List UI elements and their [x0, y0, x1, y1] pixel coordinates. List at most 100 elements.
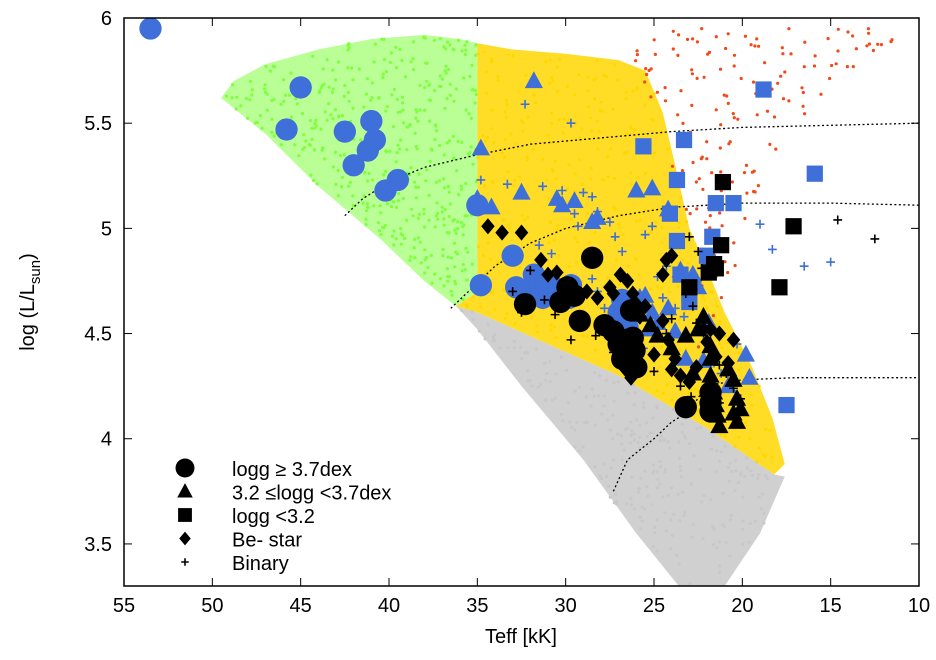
region-green-dot — [391, 125, 396, 129]
region-red-dot — [763, 61, 767, 65]
region-green-dot — [399, 110, 403, 114]
region-red-dot — [653, 52, 658, 57]
blue-plus-marker — [570, 209, 579, 219]
black-plus-marker — [711, 406, 721, 416]
region-red-dot — [749, 43, 753, 47]
region-yellow-dot — [589, 129, 594, 133]
region-green-dot — [468, 74, 472, 79]
region-green-dot — [389, 205, 394, 209]
region-green-dot — [357, 67, 361, 71]
region-green-dot — [424, 255, 428, 260]
region-yellow-dot — [556, 89, 560, 94]
region-yellow-dot — [489, 257, 493, 262]
region-green-dot — [456, 226, 460, 230]
region-grey-dot — [663, 468, 668, 472]
region-green-dot — [302, 133, 306, 137]
region-green-dot — [474, 53, 478, 57]
region-green-dot — [423, 258, 427, 262]
region-red-dot — [789, 52, 793, 56]
region-green-dot — [271, 64, 275, 68]
region-green-dot — [461, 263, 465, 267]
region-yellow-dot — [521, 129, 525, 133]
black-diamond-marker — [726, 331, 741, 348]
region-green-dot — [428, 119, 432, 123]
region-yellow-dot — [660, 344, 664, 348]
region-green-dot — [414, 108, 418, 112]
region-green-dot — [436, 211, 440, 216]
region-red-dot — [688, 212, 692, 216]
legend-label: Be- star — [232, 530, 302, 552]
region-green-dot — [294, 97, 298, 101]
region-green-dot — [343, 84, 347, 88]
region-green-dot — [334, 150, 338, 154]
region-grey-dot — [762, 511, 766, 515]
region-green-dot — [436, 217, 440, 221]
black-triangle-marker — [694, 306, 713, 324]
black-plus-marker — [661, 329, 671, 338]
region-grey-dot — [602, 394, 606, 398]
region-grey-dot — [584, 395, 588, 399]
region-grey-dot — [625, 502, 629, 506]
region-green-dot — [379, 233, 383, 237]
region-green-dot — [398, 147, 402, 151]
region-yellow-dot — [490, 108, 494, 112]
region-yellow-dot — [496, 260, 500, 264]
black-triangle-marker — [641, 315, 660, 333]
region-yellow-dot — [521, 121, 525, 125]
region-green-dot — [433, 89, 437, 93]
region-green-dot — [433, 138, 437, 142]
region-grey-dot — [745, 456, 749, 460]
region-red-dot — [836, 49, 840, 53]
blue-plus-marker — [755, 219, 765, 229]
region-green-dot — [390, 93, 394, 97]
region-yellow-dot — [544, 60, 548, 64]
black-plus-marker — [608, 348, 618, 357]
region-grey-dot — [548, 379, 552, 383]
region-yellow-dot — [496, 78, 500, 82]
region-yellow-dot — [503, 138, 507, 142]
region-yellow-dot — [592, 97, 597, 101]
region-green-dot — [452, 99, 456, 103]
region-red-dot — [774, 147, 778, 151]
blue-plus-marker — [670, 303, 680, 313]
region-yellow-dot — [517, 90, 522, 94]
region-yellow-dot — [629, 171, 633, 175]
region-grey-dot — [741, 519, 745, 523]
region-yellow-dot — [644, 171, 648, 176]
region-green-dot — [470, 63, 474, 67]
region-green-dot — [442, 284, 446, 288]
region-green-dot — [422, 207, 426, 211]
x-tick-label: 10 — [908, 595, 930, 617]
region-yellow-dot — [575, 260, 579, 264]
region-green-dot — [445, 141, 449, 145]
region-green-dot — [371, 178, 375, 182]
region-green-dot — [448, 82, 452, 86]
region-yellow-dot — [465, 305, 469, 309]
region-grey-dot — [677, 440, 681, 444]
region-grey-dot — [559, 355, 564, 359]
region-red-dot — [803, 40, 807, 44]
region-green-dot — [469, 116, 473, 120]
region-grey-dot — [715, 546, 719, 550]
region-green-dot — [445, 97, 449, 101]
region-grey-dot — [553, 396, 558, 400]
region-green-dot — [279, 102, 283, 106]
region-yellow-dot — [517, 175, 521, 179]
region-grey-dot — [528, 378, 532, 382]
region-green-dot — [262, 87, 267, 91]
region-green-dot — [336, 60, 341, 64]
region-green-dot — [331, 165, 335, 169]
region-red-dot — [705, 157, 709, 161]
black-plus-marker — [508, 287, 518, 296]
region-yellow-dot — [613, 63, 617, 67]
blue-square-marker — [755, 81, 772, 98]
black-triangle-marker — [724, 370, 743, 387]
region-yellow-dot — [586, 211, 590, 215]
region-green-dot — [460, 49, 464, 53]
region-grey-dot — [613, 492, 618, 497]
blue-circle-marker — [469, 274, 493, 297]
region-yellow-dot — [547, 197, 551, 201]
region-grey-dot — [602, 404, 606, 408]
region-green-dot — [423, 271, 427, 275]
region-yellow-dot — [737, 351, 741, 355]
